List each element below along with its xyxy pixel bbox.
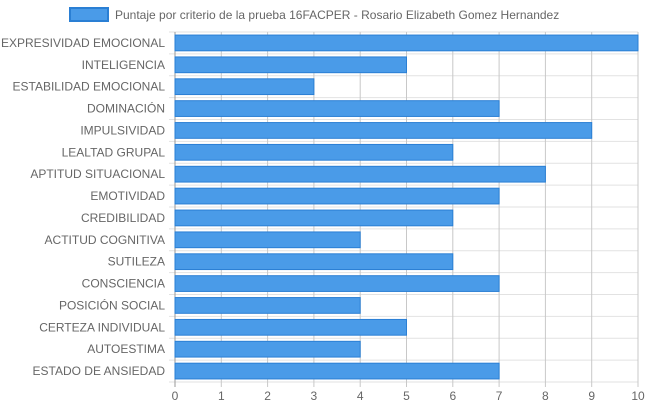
bar[interactable] <box>174 253 454 271</box>
legend-label[interactable]: Puntaje por criterio de la prueba 16FACP… <box>115 8 559 22</box>
x-tick-label: 0 <box>172 389 179 403</box>
category-label: CERTEZA INDIVIDUAL <box>39 320 165 334</box>
bar[interactable] <box>174 165 546 183</box>
x-tick-label: 7 <box>496 389 503 403</box>
category-label: APTITUD SITUACIONAL <box>30 167 165 181</box>
legend[interactable]: Puntaje por criterio de la prueba 16FACP… <box>69 7 559 22</box>
legend-swatch[interactable] <box>69 7 109 22</box>
bar[interactable] <box>174 187 500 205</box>
bars <box>174 34 639 380</box>
category-label: EXPRESIVIDAD EMOCIONAL <box>1 36 165 50</box>
category-labels: EXPRESIVIDAD EMOCIONAL INTELIGENCIA ESTABI… <box>1 36 165 378</box>
bar[interactable] <box>174 297 361 314</box>
bar[interactable] <box>174 231 361 249</box>
bar[interactable] <box>174 34 639 52</box>
x-tick-label: 5 <box>403 389 410 403</box>
category-label: SUTILEZA <box>108 255 165 269</box>
category-label: CREDIBILIDAD <box>81 211 165 225</box>
x-tick-label: 3 <box>311 389 318 403</box>
bar[interactable] <box>174 275 500 292</box>
category-label: POSICIÓN SOCIAL <box>59 297 165 312</box>
x-tick-labels: 0 1 2 3 4 5 6 7 8 9 10 <box>172 389 645 403</box>
x-tick-label: 2 <box>264 389 271 403</box>
category-label: CONSCIENCIA <box>82 277 165 291</box>
bar[interactable] <box>174 78 315 96</box>
bar[interactable] <box>174 362 500 380</box>
bar[interactable] <box>174 56 407 74</box>
category-label: ACTITUD COGNITIVA <box>45 233 165 247</box>
category-label: IMPULSIVIDAD <box>80 123 165 137</box>
bar[interactable] <box>174 318 407 336</box>
category-label: AUTOESTIMA <box>87 342 165 356</box>
bar[interactable] <box>174 100 500 117</box>
bar[interactable] <box>174 143 454 161</box>
bar[interactable] <box>174 209 454 227</box>
category-label: ESTADO DE ANSIEDAD <box>33 364 166 378</box>
x-tick-label: 6 <box>449 389 456 403</box>
bar[interactable] <box>174 122 593 139</box>
x-tick-label: 10 <box>631 389 645 403</box>
category-label: DOMINACIÓN <box>87 101 165 116</box>
x-tick-label: 4 <box>357 389 364 403</box>
x-tick-label: 8 <box>542 389 549 403</box>
x-tick-label: 1 <box>218 389 225 403</box>
category-label: ESTABILIDAD EMOCIONAL <box>13 80 166 94</box>
x-tick-label: 9 <box>588 389 595 403</box>
category-label: INTELIGENCIA <box>82 58 165 72</box>
category-label: LEALTAD GRUPAL <box>62 145 166 159</box>
category-label: EMOTIVIDAD <box>90 189 165 203</box>
bar[interactable] <box>174 340 361 358</box>
